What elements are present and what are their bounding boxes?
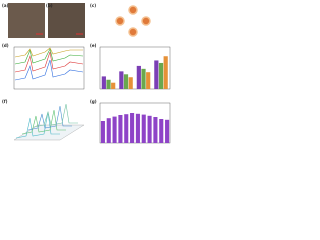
bar bbox=[130, 113, 135, 143]
panel-label: (d) bbox=[2, 43, 9, 48]
micrograph bbox=[8, 3, 45, 38]
panel-label: (g) bbox=[90, 99, 97, 104]
bar bbox=[106, 118, 111, 143]
bar bbox=[153, 117, 158, 143]
bar bbox=[146, 72, 151, 89]
bar bbox=[158, 62, 164, 89]
bar bbox=[135, 113, 140, 143]
bar bbox=[154, 60, 159, 89]
panel-label: (a) bbox=[2, 3, 9, 8]
bar bbox=[128, 77, 133, 89]
waterfall-plot bbox=[13, 103, 85, 141]
bar bbox=[165, 119, 170, 143]
bar bbox=[163, 56, 168, 89]
bar bbox=[124, 114, 129, 143]
bar bbox=[106, 79, 111, 89]
bar bbox=[101, 76, 106, 89]
bar bbox=[118, 115, 123, 143]
bar bbox=[123, 74, 129, 89]
bar bbox=[141, 68, 146, 89]
bar bbox=[111, 82, 116, 89]
panel-label: (c) bbox=[90, 3, 96, 8]
plot-frame bbox=[99, 102, 171, 144]
bar bbox=[136, 65, 141, 89]
plot-frame bbox=[99, 46, 171, 90]
panel-label: (e) bbox=[90, 43, 97, 48]
bar bbox=[147, 115, 152, 143]
bar bbox=[119, 71, 124, 89]
panel-label: (f) bbox=[2, 99, 8, 104]
bar bbox=[159, 119, 164, 143]
figure: (a) (b) (c) (d) (e) (f) (g) bbox=[2, 3, 171, 144]
micrograph bbox=[48, 3, 85, 38]
spectra-plot bbox=[13, 46, 85, 90]
bar bbox=[112, 116, 117, 143]
panel-label: (b) bbox=[46, 3, 53, 8]
sample-diagram bbox=[115, 5, 151, 37]
bar bbox=[100, 121, 105, 143]
bar bbox=[141, 114, 146, 143]
